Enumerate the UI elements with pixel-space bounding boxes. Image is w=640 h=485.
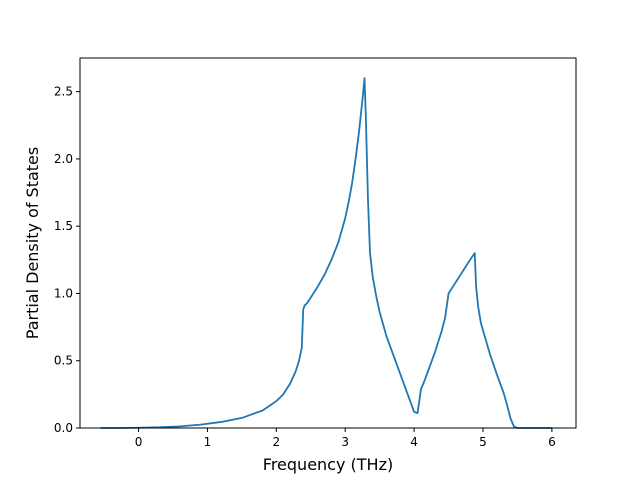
- y-tick-label: 0.5: [54, 354, 73, 368]
- x-tick-label: 5: [479, 435, 487, 449]
- axes-frame: [79, 57, 577, 429]
- x-tick-label: 2: [273, 435, 281, 449]
- x-tick-label: 0: [135, 435, 143, 449]
- x-tick-label: 3: [341, 435, 349, 449]
- y-axis-ticks: 0.0 0.5 1.0 1.5 2.0 2.5: [54, 85, 80, 435]
- y-tick-label: 1.5: [54, 219, 73, 233]
- y-axis-label: Partial Density of States: [23, 147, 42, 339]
- y-tick-label: 2.0: [54, 152, 73, 166]
- y-tick-label: 1.0: [54, 286, 73, 300]
- y-tick-label: 0.0: [54, 421, 73, 435]
- x-tick-label: 4: [410, 435, 418, 449]
- x-tick-label: 1: [204, 435, 212, 449]
- y-tick-label: 2.5: [54, 85, 73, 99]
- plot-layer: [100, 77, 552, 429]
- x-tick-label: 6: [548, 435, 556, 449]
- x-axis-ticks: 0 1 2 3 4 5 6: [135, 428, 556, 449]
- series-line-0: [100, 77, 552, 429]
- x-axis-label: Frequency (THz): [263, 455, 393, 474]
